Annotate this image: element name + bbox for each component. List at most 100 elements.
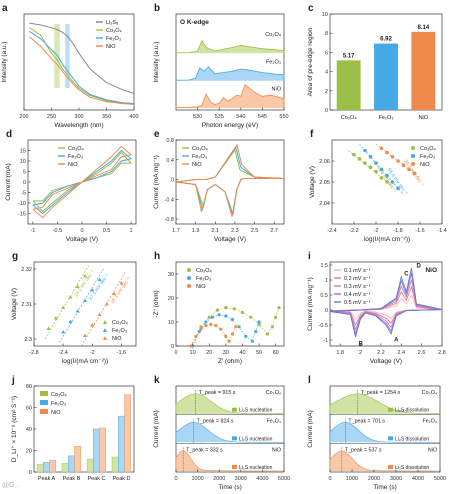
fit-line (375, 143, 421, 179)
legend-entry: Co₃O₄ (420, 146, 437, 152)
plot-frame (175, 13, 285, 111)
data-point (104, 302, 109, 306)
x-tick-label: 2000 (213, 476, 225, 482)
x-axis-label: log(I/(mA cm⁻²)) (364, 236, 410, 243)
x-tick-label: 530 (193, 114, 202, 120)
data-point (368, 155, 373, 159)
x-tick-label: 3000 (390, 476, 402, 482)
material-label: Fe₂O₃ (422, 419, 437, 425)
series-area (175, 450, 284, 472)
legend-entry: NiO (192, 162, 202, 168)
bar (93, 428, 100, 473)
plot-frame (175, 261, 285, 347)
x-tick-label: 2.5 (251, 228, 259, 234)
panel-j: j D_Li⁺ × 10⁻⁸ (cm² S⁻¹) 0 20 40 60 80 Peak A Pe… (11, 375, 135, 482)
data-point (385, 173, 389, 178)
y-tick-label: 2.04 (319, 201, 330, 207)
legend-entry: Fe₂O₃ (51, 401, 66, 407)
legend-entry: Li₂S nucleation (239, 436, 273, 442)
series-label: NiO (272, 87, 282, 93)
bar (336, 60, 361, 110)
legend-marker (411, 146, 415, 150)
y-axis-label: D_Li⁺ × 10⁻⁸ (cm² S⁻¹) (11, 396, 18, 462)
y-tick-label: 0 (325, 308, 328, 314)
x-tick-label: 5000 (434, 476, 446, 482)
y-tick-label: 5 (23, 170, 26, 176)
x-axis-label: log(I/(mA cm⁻²)) (62, 358, 108, 365)
panel-e: e Voltage (V) Current (mA mg⁻¹) 1.7 1.9 2.1 2.… (153, 129, 285, 243)
data-point (374, 161, 378, 165)
plot-frame (175, 385, 285, 473)
data-point (90, 288, 95, 292)
x-tick-label: 0 (328, 476, 331, 482)
panel-label: e (154, 129, 160, 140)
y-tick-label: -5 (21, 191, 26, 197)
x-tick-label: 1.9 (192, 228, 200, 234)
series-area (175, 84, 285, 108)
data-point (363, 148, 367, 153)
material-label: Co₃O₄ (266, 390, 281, 396)
legend-entry: Fe₂O₃ (112, 328, 127, 334)
y-tick-label: 10 (168, 320, 174, 326)
peak-time-label: T_peak = 332 s (186, 447, 223, 453)
data-point (390, 155, 395, 159)
bar (61, 463, 69, 473)
panel-l: l Time (s) Current (mA) T_peak = 1254 s Co₃O… (307, 375, 446, 491)
x-tick-label: -1 (30, 228, 35, 234)
data-point (254, 330, 258, 334)
data-point (209, 322, 213, 326)
legend-marker (103, 328, 107, 332)
panel-label: h (154, 251, 160, 262)
legend-entry: Co₃O₄ (112, 320, 129, 326)
y-tick-label: 0.4 (166, 158, 174, 164)
x-axis-label: Z' (ohm) (218, 358, 242, 365)
bar (99, 427, 106, 473)
data-point (270, 325, 274, 329)
x-tick-label: -2.2 (349, 228, 358, 234)
legend-entry: Li₂S dissolution (395, 465, 429, 471)
data-point (232, 307, 236, 311)
highlight-band (65, 24, 70, 88)
bar (374, 43, 398, 110)
data-point (75, 309, 80, 313)
x-tick-label: Co₃O₄ (341, 115, 358, 121)
series-label: Fe₂O₃ (266, 59, 281, 65)
y-tick-label: 0 (325, 108, 328, 114)
bar (68, 455, 75, 473)
series-area (175, 422, 284, 443)
watermark-text: @G... (2, 482, 21, 489)
legend-entry: Fe₂O₃ (192, 154, 207, 160)
bar (36, 464, 44, 473)
panel-label: l (308, 375, 311, 386)
x-tick-label: 2.3 (231, 228, 239, 234)
x-tick-label: 0 (174, 476, 177, 482)
plot-frame (329, 261, 443, 347)
x-tick-label: 2.8 (438, 350, 446, 356)
peak-time-label: T_peak = 537 s (345, 447, 382, 453)
panel-label: d (6, 129, 12, 140)
y-tick-label: 2.05 (319, 180, 330, 186)
series-label: Co₃O₄ (265, 32, 282, 38)
legend-swatch (232, 436, 237, 441)
legend-swatch (40, 409, 48, 414)
y-tick-label: 40 (26, 427, 32, 433)
x-tick-label: 10 (190, 350, 196, 356)
peak-time-label: T_peak = 1254 s (361, 390, 401, 396)
x-tick-label: 535 (215, 114, 224, 120)
x-tick-label: 5000 (278, 476, 290, 482)
x-axis-label: Voltage (V) (66, 236, 98, 243)
x-tick-label: 40 (239, 350, 245, 356)
y-tick-label: -15 (18, 212, 26, 218)
data-point (68, 319, 73, 323)
legend-swatch (232, 465, 237, 469)
x-tick-label: 2.7 (270, 228, 278, 234)
x-tick-label: Peak D (112, 476, 130, 482)
legend-entry: 0.3 mV s⁻¹ (344, 284, 371, 290)
plot-frame (175, 139, 285, 225)
y-axis-label: Current (mA) (307, 410, 314, 448)
legend-entry: Co₃O₄ (196, 268, 213, 274)
data-point (250, 339, 255, 343)
peak-label: A (394, 338, 399, 344)
panel-d: d Voltage (V) Current (mA) -1 -0.5 0 0.5 1 -15 -1… (5, 129, 137, 243)
series-area (329, 450, 440, 472)
